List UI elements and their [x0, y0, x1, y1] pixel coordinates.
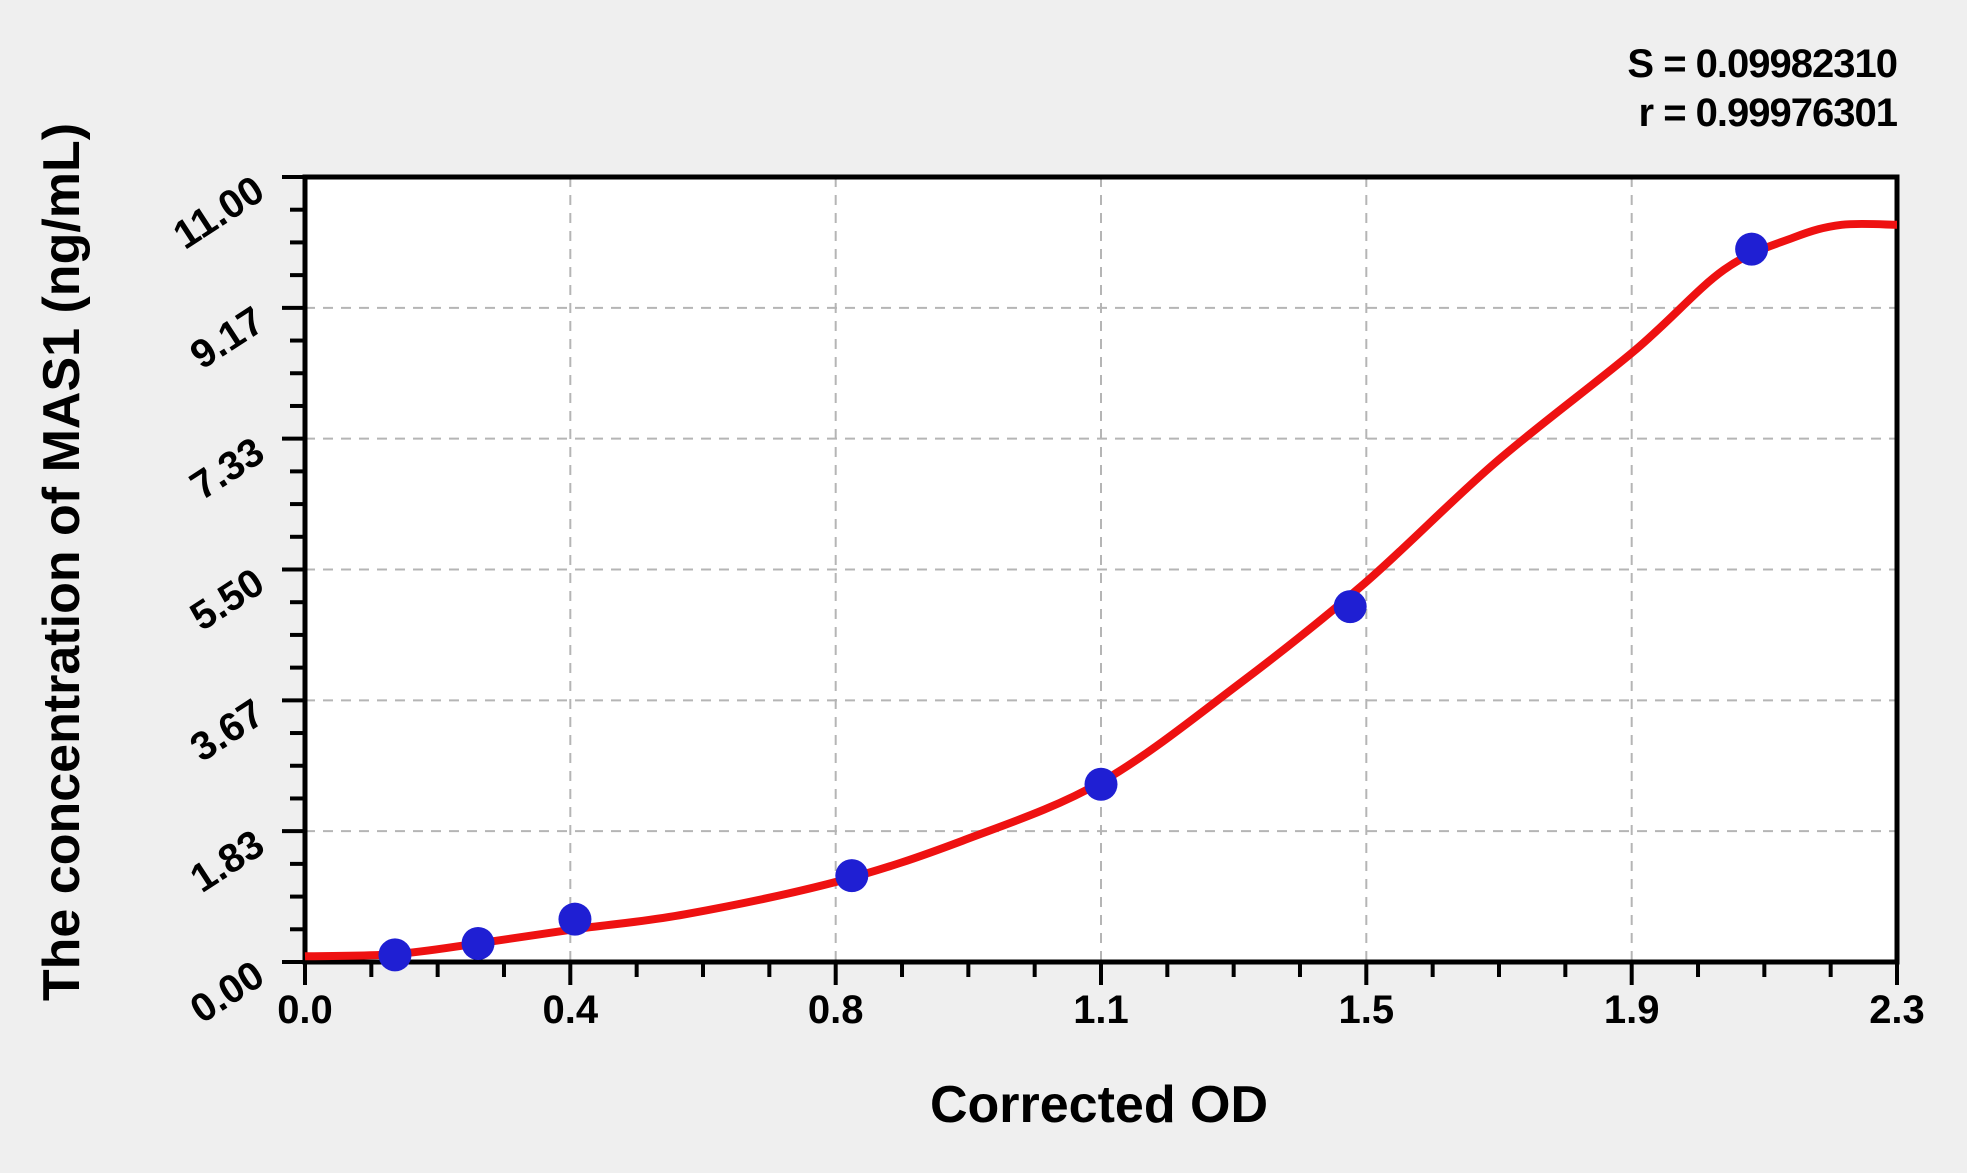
- y-tick-label: 3.67: [183, 691, 272, 770]
- data-point: [558, 902, 592, 936]
- data-point: [378, 938, 412, 972]
- x-tick-label: 0.4: [543, 988, 599, 1032]
- x-axis-title: Corrected OD: [929, 1076, 1269, 1134]
- data-point: [1084, 767, 1118, 801]
- s-value: S = 0.09982310: [1627, 42, 1898, 86]
- x-tick-label: 1.5: [1339, 988, 1395, 1032]
- plot-frame: [302, 174, 1900, 965]
- y-tick-label: 11.00: [166, 168, 272, 258]
- x-tick-label: 0.8: [808, 988, 864, 1032]
- fit-statistics: S = 0.09982310 r = 0.99976301: [1627, 40, 1898, 138]
- y-tick-label: 5.50: [183, 560, 272, 639]
- y-axis-title: The concentration of MAS1 (ng/mL): [33, 122, 91, 1002]
- data-point: [1333, 590, 1367, 624]
- y-tick-label: 7.33: [183, 429, 272, 508]
- data-point: [1735, 232, 1769, 266]
- y-tick-label: 1.83: [183, 822, 272, 901]
- data-point: [835, 859, 869, 893]
- r-value: r = 0.99976301: [1638, 91, 1898, 135]
- x-tick-label: 0.0: [277, 988, 333, 1032]
- y-tick-label: 0.00: [183, 953, 272, 1032]
- data-point: [461, 926, 495, 960]
- x-tick-label: 2.3: [1869, 988, 1925, 1032]
- x-tick-label: 1.9: [1604, 988, 1660, 1032]
- x-tick-label: 1.1: [1073, 988, 1129, 1032]
- y-tick-label: 9.17: [183, 298, 272, 377]
- fit-curve: [304, 219, 1898, 961]
